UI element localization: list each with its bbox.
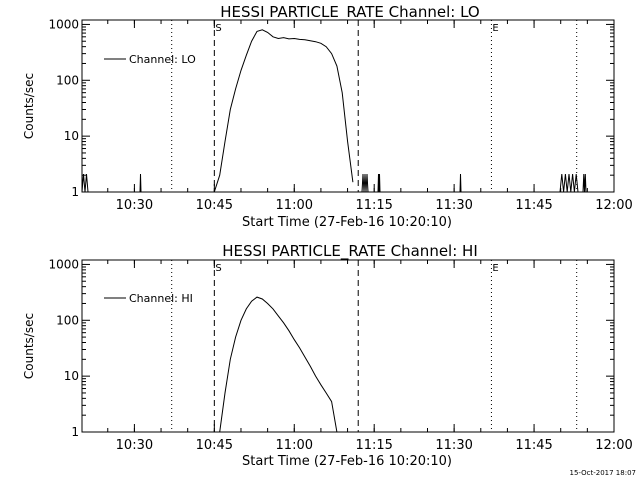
time-marker-label: S [215,23,221,34]
x-tick-label: 10:30 [116,198,153,213]
chart-title-hi: HESSI PARTICLE_RATE Channel: HI [222,242,478,261]
legend-label-hi: Channel: HI [129,292,193,305]
time-marker-label: E [492,263,498,274]
x-tick-label: 10:45 [196,438,233,453]
noise-spike [559,173,579,193]
x-tick-label: 11:45 [515,198,552,213]
x-tick-label: 11:45 [515,438,552,453]
noise-spike [81,173,89,193]
x-tick-label: 11:30 [435,438,472,453]
y-tick-label: 10 [64,129,79,143]
x-tick-label: 11:00 [276,198,313,213]
x-axis-hi: 10:30 10:45 11:00 11:15 11:30 11:45 12:00 [107,260,633,453]
x-tick-label: 11:30 [435,198,472,213]
x-tick-label: 11:00 [276,438,313,453]
noise-spike [582,173,587,193]
series-line-lo [213,29,354,193]
noise-spike [459,173,462,193]
background-spikes-lo [81,173,587,193]
x-tick-label: 11:15 [355,198,392,213]
x-axis-lo: 10:30 10:45 11:00 11:15 11:30 11:45 12:00 [107,20,633,213]
plot-frame-hi [81,259,615,433]
y-axis-lo: 1 10 100 1000 [48,17,614,199]
x-axis-label-lo: Start Time (27-Feb-16 10:20:10) [242,215,452,230]
time-marker-label: S [215,263,221,274]
noise-spike [377,173,381,193]
chart-title-lo: HESSI PARTICLE_RATE Channel: LO [220,3,479,22]
x-tick-label: 10:30 [116,438,153,453]
y-tick-label: 1 [71,185,79,199]
y-tick-label: 1000 [48,17,79,31]
x-tick-label: 12:00 [595,438,632,453]
plot-frame-lo [81,19,615,193]
series-line-hi [219,296,338,433]
x-tick-label: 11:15 [355,438,392,453]
y-tick-label: 1 [71,425,79,439]
y-axis-label-hi: Counts/sec [22,313,36,379]
y-tick-label: 100 [56,313,79,327]
legend-label-lo: Channel: LO [129,53,196,66]
y-axis-label-lo: Counts/sec [22,73,36,139]
y-tick-label: 100 [56,73,79,87]
time-marker-label: E [492,23,498,34]
noise-spike [361,173,369,193]
y-tick-label: 10 [64,369,79,383]
y-tick-label: 1000 [48,257,79,271]
noise-spike [139,173,142,193]
footer-timestamp: 15-Oct-2017 18:07 [570,469,636,477]
x-tick-label: 12:00 [595,198,632,213]
y-axis-hi: 1 10 100 1000 [48,257,614,439]
x-axis-label-hi: Start Time (27-Feb-16 10:20:10) [242,454,452,469]
x-tick-label: 10:45 [196,198,233,213]
